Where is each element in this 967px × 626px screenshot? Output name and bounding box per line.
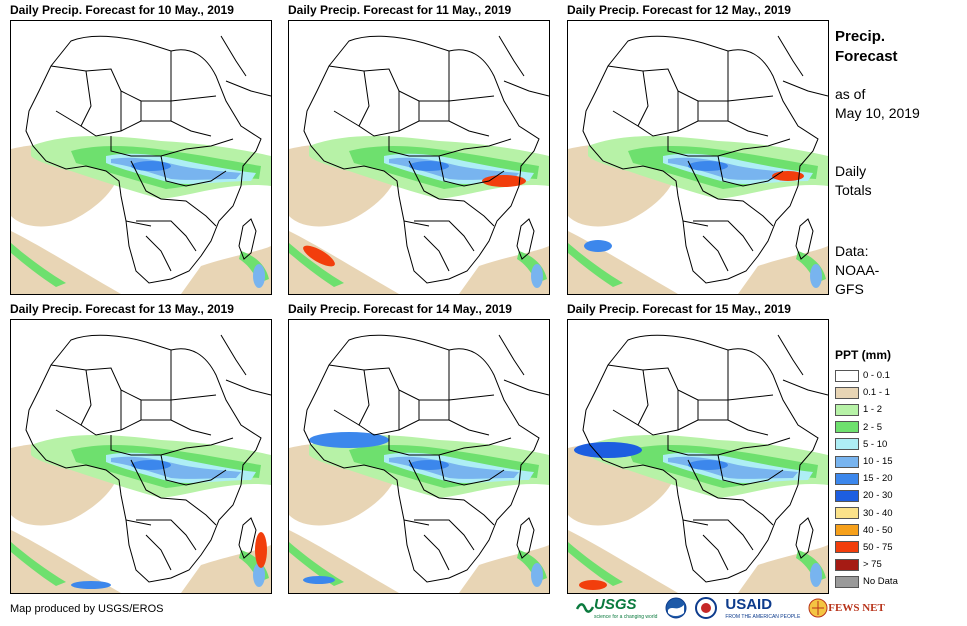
data-line-3: GFS <box>835 281 864 297</box>
legend-item: 15 - 20 <box>835 470 960 487</box>
usaid-logo: USAID FROM THE AMERICAN PEOPLE <box>725 596 800 620</box>
legend-label: 20 - 30 <box>863 490 893 502</box>
legend-title: PPT (mm) <box>835 348 892 362</box>
legend-swatch <box>835 386 859 399</box>
legend-swatch <box>835 558 859 571</box>
daily-totals-label: Daily Totals <box>835 162 872 200</box>
totals-line-1: Daily <box>835 163 867 179</box>
map-credit: Map produced by USGS/EROS <box>10 603 164 615</box>
usgs-tagline: science for a changing world <box>594 614 658 620</box>
forecast-panel-6: Daily Precip. Forecast for 15 May., 2019 <box>567 302 829 594</box>
usgs-logo: USGS science for a changing world <box>576 596 657 620</box>
data-line-2: NOAA- <box>835 262 880 278</box>
title-line-1: Precip. <box>835 28 886 45</box>
africa-map-graphic <box>289 35 549 294</box>
legend-swatch <box>835 438 859 451</box>
legend-label: 0 - 0.1 <box>863 370 890 382</box>
legend-label: 0.1 - 1 <box>863 387 890 399</box>
totals-line-2: Totals <box>835 182 872 198</box>
legend-items: 0 - 0.1 0.1 - 1 1 - 2 2 - 5 5 - 10 10 - 15 15 … <box>835 367 960 590</box>
legend-item: 1 - 2 <box>835 401 960 418</box>
forecast-panel-5: Daily Precip. Forecast for 14 May., 2019 <box>288 302 550 594</box>
legend-item: 30 - 40 <box>835 505 960 522</box>
legend-item: > 75 <box>835 556 960 573</box>
legend-item: 10 - 15 <box>835 453 960 470</box>
usaid-tagline: FROM THE AMERICAN PEOPLE <box>725 614 801 620</box>
legend-swatch <box>835 472 859 485</box>
legend-item: 20 - 30 <box>835 487 960 504</box>
panel-title: Daily Precip. Forecast for 10 May., 2019 <box>10 3 234 17</box>
legend-label: 2 - 5 <box>863 421 883 433</box>
precip-map <box>288 319 550 594</box>
panel-title: Daily Precip. Forecast for 14 May., 2019 <box>288 302 512 316</box>
legend-swatch <box>835 541 859 554</box>
precip-map <box>10 20 272 295</box>
legend-swatch <box>835 455 859 468</box>
legend-label: 30 - 40 <box>863 507 893 519</box>
legend-label: 40 - 50 <box>863 524 893 536</box>
precip-map <box>288 20 550 295</box>
africa-map-graphic <box>568 35 828 294</box>
legend-item: 5 - 10 <box>835 436 960 453</box>
africa-map-graphic <box>289 334 549 593</box>
panel-title: Daily Precip. Forecast for 11 May., 2019 <box>288 3 512 17</box>
legend-swatch <box>835 524 859 537</box>
legend-item: 0.1 - 1 <box>835 384 960 401</box>
legend-swatch <box>835 489 859 502</box>
forecast-panel-3: Daily Precip. Forecast for 12 May., 2019 <box>567 3 829 295</box>
precip-map <box>567 319 829 594</box>
legend-item: 0 - 0.1 <box>835 367 960 384</box>
usaid-wordmark: USAID <box>725 596 773 613</box>
legend-item: 50 - 75 <box>835 539 960 556</box>
africa-map-graphic <box>11 35 271 294</box>
ppt-legend: PPT (mm) 0 - 0.1 0.1 - 1 1 - 2 2 - 5 5 - 10 1… <box>835 348 960 590</box>
forecast-panel-1: Daily Precip. Forecast for 10 May., 2019 <box>10 3 272 295</box>
precip-map <box>10 319 272 594</box>
legend-label: No Data <box>863 576 898 588</box>
usgs-wave-icon <box>576 603 594 613</box>
legend-swatch <box>835 421 859 434</box>
precip-map <box>567 20 829 295</box>
panel-title: Daily Precip. Forecast for 12 May., 2019 <box>567 3 791 17</box>
legend-swatch <box>835 575 859 588</box>
usgs-wordmark: USGS <box>594 596 637 613</box>
forecast-panel-2: Daily Precip. Forecast for 11 May., 2019 <box>288 3 550 295</box>
asof-line-1: as of <box>835 86 866 102</box>
data-line-1: Data: <box>835 243 869 259</box>
panel-title: Daily Precip. Forecast for 15 May., 2019 <box>567 302 791 316</box>
legend-label: 5 - 10 <box>863 438 888 450</box>
africa-map-graphic <box>568 334 828 593</box>
legend-label: 10 - 15 <box>863 456 893 468</box>
noaa-logo <box>665 597 687 619</box>
as-of-date: as of May 10, 2019 <box>835 85 920 123</box>
forecast-title: Precip. Forecast <box>835 27 898 67</box>
fews-net-logo: FEWS NET <box>808 598 885 618</box>
legend-label: > 75 <box>863 559 882 571</box>
noaa-emblem-icon <box>665 597 687 619</box>
usaid-seal <box>695 597 718 619</box>
legend-swatch <box>835 507 859 520</box>
title-line-2: Forecast <box>835 48 898 65</box>
fews-globe-icon <box>808 598 828 618</box>
legend-label: 1 - 2 <box>863 404 883 416</box>
legend-item: 40 - 50 <box>835 522 960 539</box>
usaid-seal-icon <box>695 597 718 619</box>
asof-line-2: May 10, 2019 <box>835 105 920 121</box>
legend-label: 50 - 75 <box>863 541 893 553</box>
partner-logos: USGS science for a changing world USAID … <box>576 596 893 620</box>
legend-item: 2 - 5 <box>835 419 960 436</box>
legend-item: No Data <box>835 573 960 590</box>
panel-title: Daily Precip. Forecast for 13 May., 2019 <box>10 302 234 316</box>
forecast-panel-4: Daily Precip. Forecast for 13 May., 2019 <box>10 302 272 594</box>
legend-label: 15 - 20 <box>863 473 893 485</box>
legend-swatch <box>835 403 859 416</box>
fews-wordmark: FEWS NET <box>828 602 885 614</box>
africa-map-graphic <box>11 334 271 593</box>
data-source: Data: NOAA- GFS <box>835 242 879 299</box>
legend-swatch <box>835 369 859 382</box>
